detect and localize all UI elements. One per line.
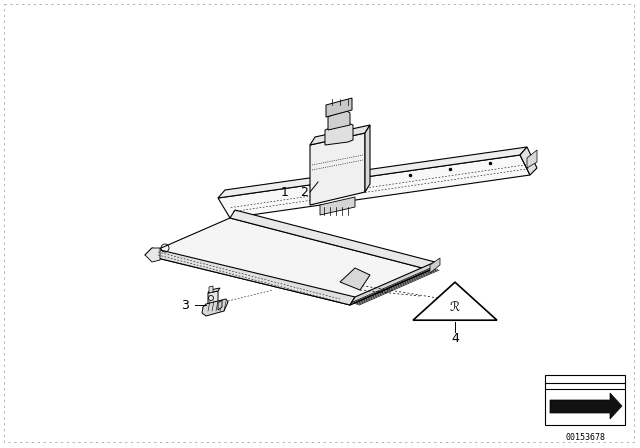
Polygon shape [550,393,622,419]
Text: ℛ: ℛ [450,301,460,314]
Polygon shape [208,291,218,305]
Polygon shape [520,147,537,175]
Polygon shape [218,147,527,198]
Polygon shape [218,155,530,218]
Polygon shape [209,286,213,293]
Polygon shape [208,288,220,293]
Polygon shape [310,125,370,145]
Text: 1: 1 [281,185,289,198]
Polygon shape [328,111,350,130]
Polygon shape [145,218,430,305]
Text: 4: 4 [451,332,459,345]
Polygon shape [310,133,365,205]
Polygon shape [340,268,370,290]
Polygon shape [218,300,222,310]
Text: 3: 3 [181,298,189,311]
Bar [545,375,625,425]
Text: 00153678: 00153678 [565,433,605,442]
Polygon shape [413,282,497,320]
Polygon shape [430,258,440,273]
Polygon shape [326,98,352,117]
Polygon shape [320,197,355,215]
Polygon shape [145,248,355,305]
Polygon shape [230,210,435,270]
Polygon shape [527,150,537,168]
Polygon shape [325,123,353,145]
Polygon shape [145,248,160,262]
Polygon shape [350,262,435,305]
Polygon shape [365,125,370,192]
Polygon shape [202,299,228,316]
Text: 2: 2 [300,185,308,198]
